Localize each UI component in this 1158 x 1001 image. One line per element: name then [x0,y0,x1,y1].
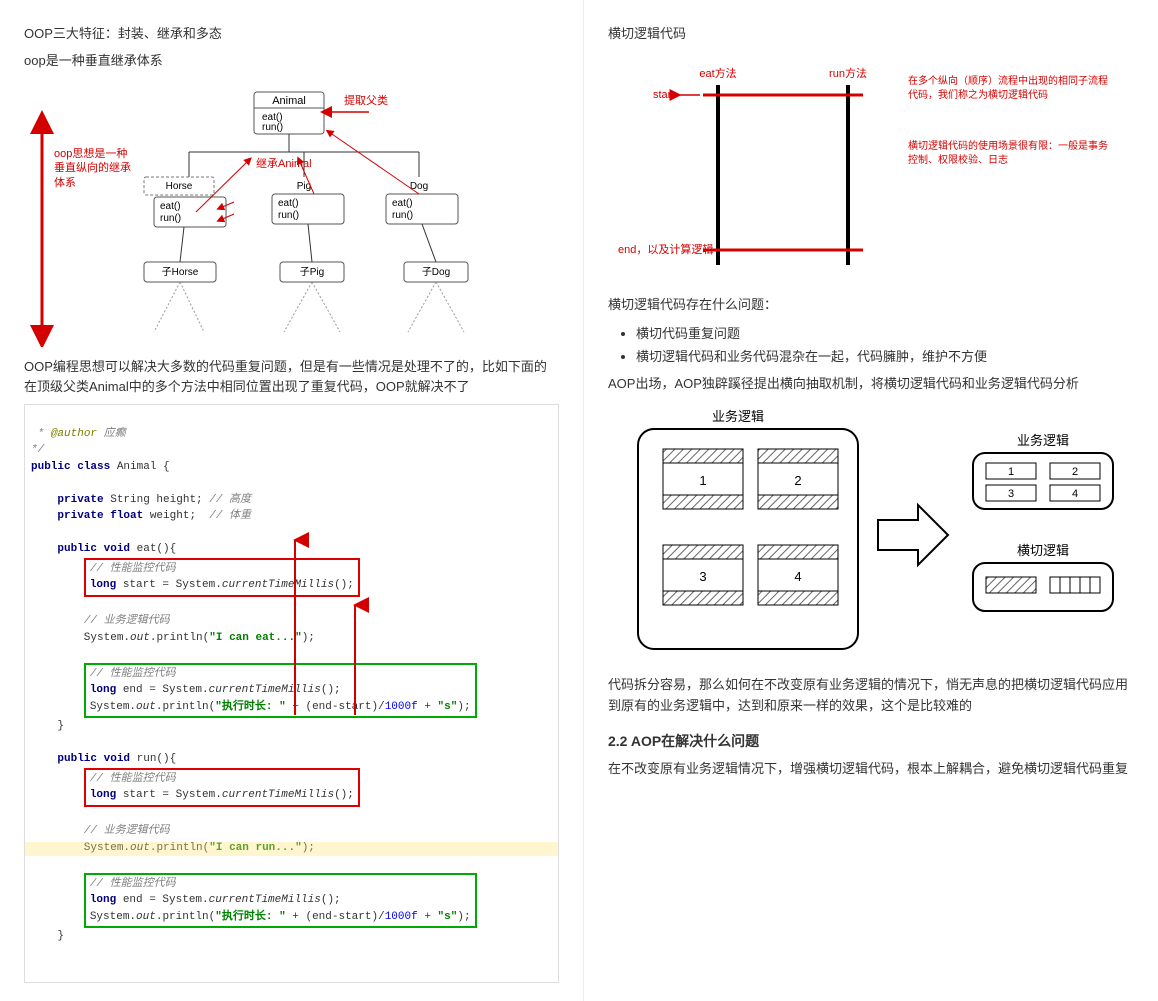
left-column: OOP三大特征：封装、继承和多态 oop是一种垂直继承体系 oop思想是一种垂直… [0,0,584,1001]
cross-title: 横切逻辑 [1017,543,1069,558]
start-label: start [653,89,674,101]
cell-2: 2 [758,449,838,509]
horse-run: run() [160,213,181,224]
section-heading: 2.2 AOP在解决什么问题 [608,731,1134,751]
cell-3: 3 [663,545,743,605]
aop-extraction-diagram: 业务逻辑 1 2 3 [608,405,1134,665]
oop-inheritance-diagram: oop思想是一种垂直纵向的继承体系 Animal eat() run() 提取父… [24,82,559,347]
horse-name: Horse [166,181,193,192]
intro-oop-vertical: oop是一种垂直继承体系 [24,51,559,72]
intro-oop-features: OOP三大特征：封装、继承和多态 [24,24,559,45]
sub-dog: 子Dog [422,266,450,278]
svg-text:2: 2 [1072,466,1078,478]
dog-run: run() [392,210,413,221]
cross-cutting-diagram: eat方法 run方法 start end，以及计算逻辑 在多个纵向（顺序）流程… [608,55,1134,285]
animal-label: Animal [272,95,306,107]
svg-text:4: 4 [794,569,801,584]
side-text: oop思想是一种垂直纵向的继承体系 [54,147,134,190]
aop-intro: AOP出场，AOP独辟蹊径提出横向抽取机制，将横切逻辑代码和业务逻辑代码分析 [608,374,1134,395]
pig-run: run() [278,210,299,221]
comment-close: */ [31,444,44,456]
aop-difficulty-text: 代码拆分容易，那么如何在不改变原有业务逻辑的情况下，悄无声息的把横切逻辑代码应用… [608,675,1134,717]
svg-text:4: 4 [1072,488,1078,500]
biz-title-left: 业务逻辑 [712,409,764,424]
svg-text:1: 1 [1008,466,1014,478]
biz-title-right: 业务逻辑 [1017,433,1069,448]
arrow-icon [878,505,948,565]
run-label: run方法 [829,66,867,80]
dog-name: Dog [410,181,428,192]
oop-limitation-text: OOP编程思想可以解决大多数的代码重复问题，但是有一些情况是处理不了的，比如下面… [24,357,559,399]
cross-note-1: 在多个纵向（顺序）流程中出现的相同子流程代码，我们称之为横切逻辑代码 [908,75,1108,103]
right-column: 横切逻辑代码 eat方法 run方法 start end，以及计算逻辑 在多个纵… [584,0,1158,1001]
list-item: 横切代码重复问题 [636,322,1134,345]
cross-problems-title: 横切逻辑代码存在什么问题： [608,295,1134,316]
svg-text:3: 3 [699,569,706,584]
cross-problems-list: 横切代码重复问题 横切逻辑代码和业务代码混杂在一起，代码臃肿，维护不方便 [608,322,1134,369]
sub-horse: 子Horse [162,266,199,278]
sub-pig: 子Pig [300,266,324,278]
code-block: * @author 应癫 */ public class Animal { pr… [24,404,559,983]
cell-4: 4 [758,545,838,605]
pig-eat: eat() [278,198,299,209]
page: OOP三大特征：封装、继承和多态 oop是一种垂直继承体系 oop思想是一种垂直… [0,0,1158,1001]
cross-note-2: 横切逻辑代码的使用场景很有限：一般是事务控制、权限校验、日志 [908,140,1108,168]
extract-label: 提取父类 [344,93,388,107]
animal-run: run() [262,122,283,133]
end-label: end，以及计算逻辑 [618,242,713,256]
author-tag: @author [51,428,97,440]
inherit-label: 继承Animal [256,157,312,170]
svg-text:2: 2 [794,473,801,488]
eat-label: eat方法 [699,66,736,80]
oop-svg: oop思想是一种垂直纵向的继承体系 Animal eat() run() 提取父… [24,82,554,347]
dog-eat: eat() [392,198,413,209]
list-item: 横切逻辑代码和业务代码混杂在一起，代码臃肿，维护不方便 [636,345,1134,368]
svg-text:3: 3 [1008,488,1014,500]
cell-1: 1 [663,449,743,509]
horse-eat: eat() [160,201,181,212]
aop-solution-text: 在不改变原有业务逻辑情况下，增强横切逻辑代码，根本上解耦合，避免横切逻辑代码重复 [608,759,1134,780]
svg-text:1: 1 [699,473,706,488]
cross-cutting-title: 横切逻辑代码 [608,24,1134,45]
